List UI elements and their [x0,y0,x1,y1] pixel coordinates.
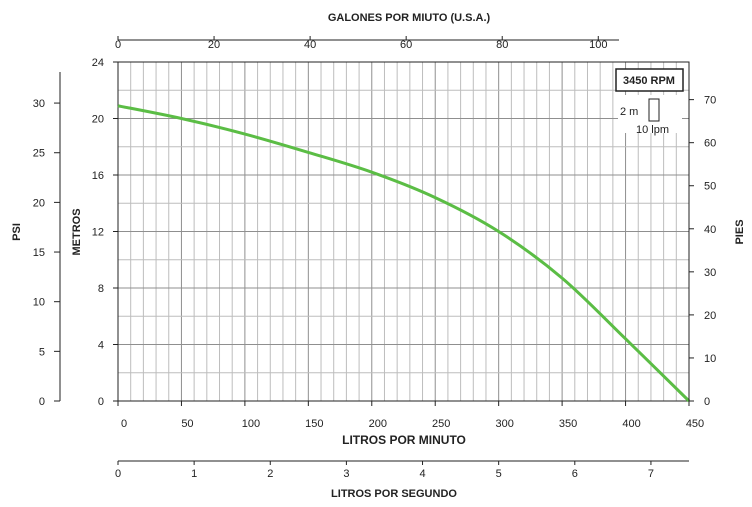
left-outer-axis-title: PSI [11,223,23,241]
right-axis-title: PIES [734,219,746,244]
series-line [117,104,691,403]
psi-tick-label: 10 [33,297,45,309]
lps-tick-label: 1 [191,468,197,480]
x-tick-label: 0 [121,418,127,430]
y-tick-label: 4 [98,340,104,352]
y-axis-title: METROS [71,208,83,255]
top-tick-label: 20 [208,39,220,51]
y-tick-label: 12 [92,227,104,239]
lps-tick-label: 0 [115,468,121,480]
psi-tick-label: 15 [33,247,45,259]
x-tick-label: 400 [622,418,640,430]
x-tick-label: 350 [559,418,577,430]
legend-rpm-box [615,68,684,92]
right-tick-label: 70 [704,95,716,107]
x-tick-label: 200 [369,418,387,430]
lps-tick-label: 4 [419,468,425,480]
x-tick-label: 300 [495,418,513,430]
psi-tick-label: 25 [33,148,45,160]
top-tick-label: 80 [496,39,508,51]
lps-tick-label: 7 [648,468,654,480]
x-axis-title: LITROS POR MINUTO [342,433,466,447]
right-tick-label: 60 [704,138,716,150]
right-tick-label: 20 [704,310,716,322]
x-tick-label: 50 [181,418,193,430]
legend-scale-x-label: 10 lpm [636,124,669,136]
right-tick-label: 10 [704,353,716,365]
psi-tick-label: 0 [39,396,45,408]
lps-tick-label: 5 [496,468,502,480]
y-tick-label: 16 [92,170,104,182]
right-tick-label: 0 [704,396,710,408]
right-tick-label: 30 [704,267,716,279]
top-tick-label: 100 [589,39,607,51]
y-tick-label: 20 [92,114,104,126]
right-tick-label: 40 [704,224,716,236]
legend-scale-icon [648,98,660,122]
y-tick-label: 24 [92,57,104,69]
x-tick-label: 450 [686,418,704,430]
legend-scale-y-label: 2 m [620,106,638,118]
psi-tick-label: 20 [33,197,45,209]
top-tick-label: 0 [115,39,121,51]
psi-tick-label: 5 [39,346,45,358]
lps-tick-label: 2 [267,468,273,480]
y-tick-label: 0 [98,396,104,408]
right-tick-label: 50 [704,181,716,193]
x-tick-label: 150 [305,418,323,430]
psi-tick-label: 30 [33,98,45,110]
bottom-outer-axis-title: LITROS POR SEGUNDO [331,488,457,500]
lps-tick-label: 6 [572,468,578,480]
top-axis-title: GALONES POR MIUTO (U.S.A.) [328,12,491,24]
grid [118,62,689,401]
top-tick-label: 40 [304,39,316,51]
x-tick-label: 100 [242,418,260,430]
legend-rpm-label: 3450 RPM [623,75,675,87]
y-tick-label: 8 [98,283,104,295]
x-tick-label: 250 [432,418,450,430]
top-tick-label: 60 [400,39,412,51]
lps-tick-label: 3 [343,468,349,480]
